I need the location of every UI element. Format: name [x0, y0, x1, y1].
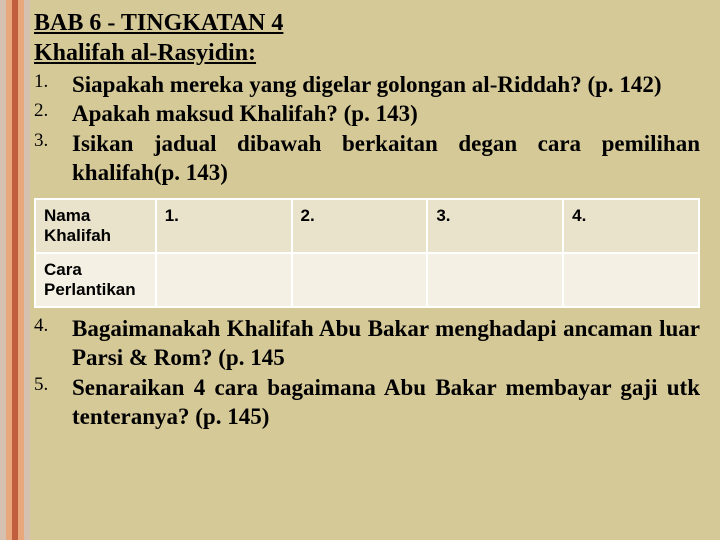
table-cell: 2. — [292, 199, 428, 253]
table-row: Cara Perlantikan — [35, 253, 699, 307]
question-list-bottom: 4. Bagaimanakah Khalifah Abu Bakar mengh… — [34, 314, 700, 432]
khalifah-table: Nama Khalifah 1. 2. 3. 4. Cara Perlantik… — [34, 198, 700, 308]
table-cell: 3. — [427, 199, 563, 253]
table-cell — [427, 253, 563, 307]
question-item: 4. Bagaimanakah Khalifah Abu Bakar mengh… — [34, 314, 700, 373]
table-cell: 4. — [563, 199, 699, 253]
question-item: 5. Senaraikan 4 cara bagaimana Abu Bakar… — [34, 373, 700, 432]
table-cell — [292, 253, 428, 307]
row-header-nama: Nama Khalifah — [35, 199, 156, 253]
question-number: 4. — [34, 314, 48, 338]
table-cell: 1. — [156, 199, 292, 253]
question-text: Isikan jadual dibawah berkaitan degan ca… — [72, 131, 700, 185]
heading-line-2: Khalifah al-Rasyidin: — [34, 38, 700, 68]
question-item: 3. Isikan jadual dibawah berkaitan degan… — [34, 129, 700, 188]
question-number: 5. — [34, 373, 48, 397]
row-header-cara: Cara Perlantikan — [35, 253, 156, 307]
question-text: Apakah maksud Khalifah? (p. 143) — [72, 101, 418, 126]
table-cell — [156, 253, 292, 307]
heading-line-1: BAB 6 - TINGKATAN 4 — [34, 8, 700, 38]
left-accent-stripes — [0, 0, 30, 540]
table-row: Nama Khalifah 1. 2. 3. 4. — [35, 199, 699, 253]
question-number: 3. — [34, 129, 48, 153]
question-text: Siapakah mereka yang digelar golongan al… — [72, 72, 662, 97]
table: Nama Khalifah 1. 2. 3. 4. Cara Perlantik… — [34, 198, 700, 308]
question-number: 2. — [34, 99, 48, 123]
table-cell — [563, 253, 699, 307]
question-text: Bagaimanakah Khalifah Abu Bakar menghada… — [72, 316, 700, 370]
question-item: 2. Apakah maksud Khalifah? (p. 143) — [34, 99, 700, 128]
question-number: 1. — [34, 70, 48, 94]
question-text: Senaraikan 4 cara bagaimana Abu Bakar me… — [72, 375, 700, 429]
slide-content: BAB 6 - TINGKATAN 4 Khalifah al-Rasyidin… — [30, 8, 710, 432]
question-list-top: 1. Siapakah mereka yang digelar golongan… — [34, 70, 700, 188]
question-item: 1. Siapakah mereka yang digelar golongan… — [34, 70, 700, 99]
